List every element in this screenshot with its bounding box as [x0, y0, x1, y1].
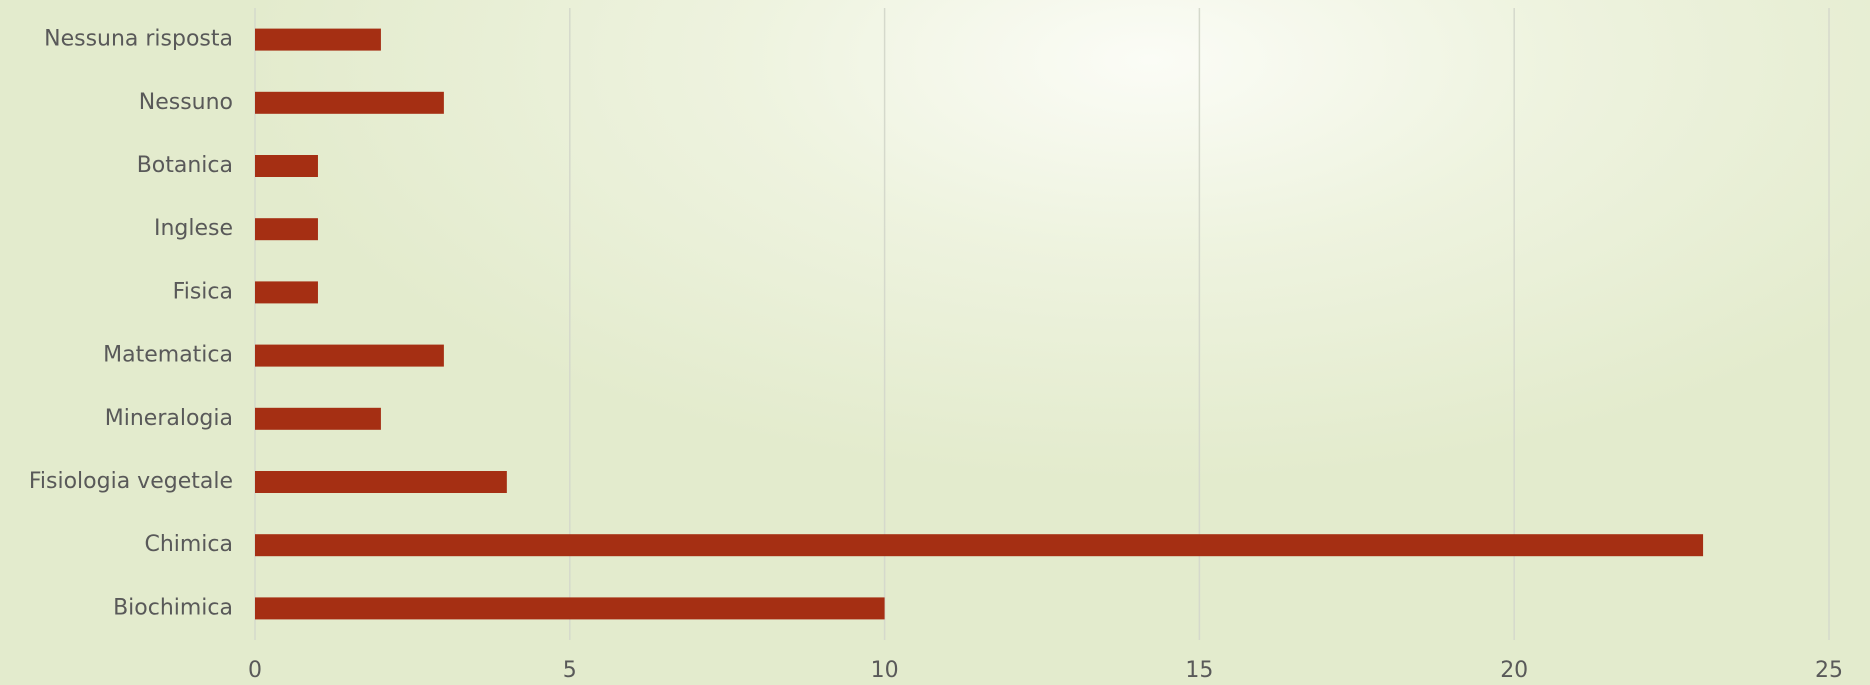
- x-tick-label: 25: [1815, 658, 1843, 683]
- bar: [255, 281, 318, 304]
- y-tick-label: Botanica: [137, 153, 233, 178]
- x-tick-label: 20: [1500, 658, 1528, 683]
- bar: [255, 218, 318, 241]
- y-tick-label: Chimica: [144, 532, 233, 557]
- x-tick-label: 5: [563, 658, 577, 683]
- y-tick-label: Biochimica: [113, 595, 233, 620]
- y-tick-label: Inglese: [154, 216, 233, 241]
- bar: [255, 28, 381, 51]
- bar: [255, 407, 381, 430]
- y-tick-label: Nessuna risposta: [44, 27, 233, 52]
- y-tick-label: Matematica: [103, 343, 233, 368]
- bar: [255, 155, 318, 177]
- bar: [255, 344, 444, 367]
- y-tick-label: Fisica: [173, 279, 233, 304]
- bar: [255, 534, 1704, 557]
- x-tick-label: 10: [871, 658, 899, 683]
- bar: [255, 91, 444, 114]
- y-tick-label: Nessuno: [139, 90, 233, 115]
- y-tick-label: Mineralogia: [105, 406, 233, 431]
- y-tick-label: Fisiologia vegetale: [29, 469, 233, 494]
- x-tick-label: 0: [248, 658, 262, 683]
- bar: [255, 597, 885, 620]
- bar: [255, 471, 507, 493]
- x-tick-label: 15: [1185, 658, 1213, 683]
